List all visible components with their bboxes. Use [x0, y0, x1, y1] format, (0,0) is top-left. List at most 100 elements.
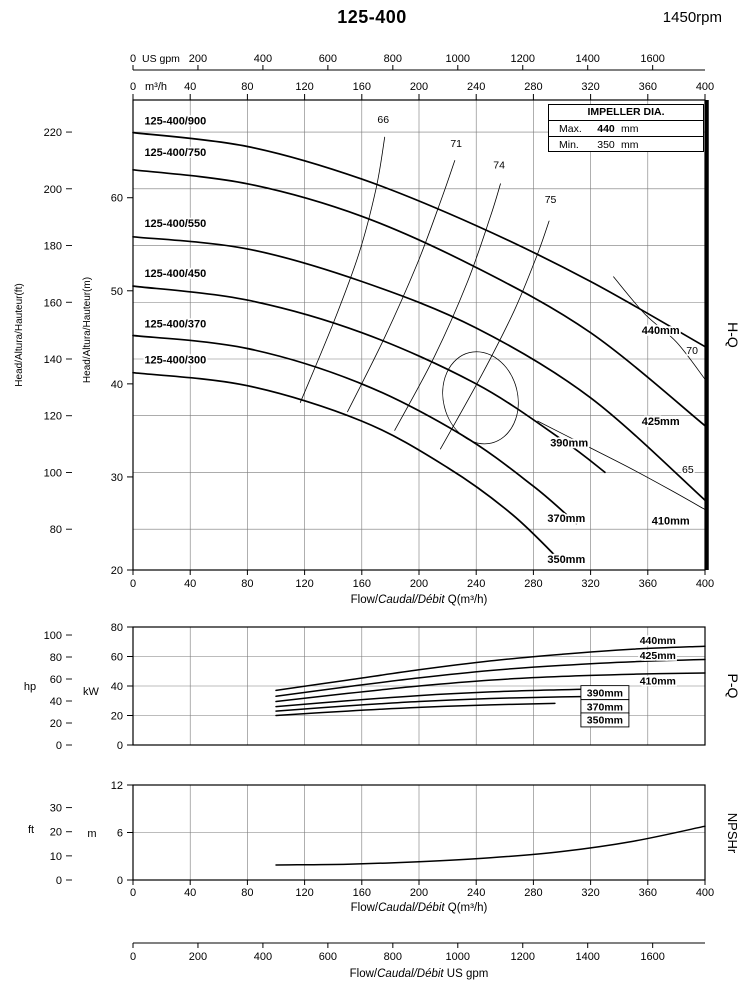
- tick-label: 0: [56, 875, 62, 887]
- pq-diameter-label-410mm: 410mm: [640, 676, 676, 688]
- efficiency-label-65: 65: [682, 464, 694, 476]
- tick-label: 200: [410, 578, 428, 590]
- tick-label: 600: [319, 951, 337, 963]
- tick-label: 30: [50, 803, 62, 815]
- tick-label: 40: [50, 696, 62, 708]
- tick-label: 6: [117, 828, 123, 840]
- tick-label: 360: [639, 81, 657, 93]
- tick-label: 320: [581, 81, 599, 93]
- pq-curves: [275, 645, 706, 717]
- tick-label: 400: [696, 887, 714, 899]
- npsh-curves: [275, 825, 706, 866]
- efficiency-label-71: 71: [450, 138, 462, 150]
- tick-label: 120: [295, 887, 313, 899]
- tick-label: 0: [130, 951, 136, 963]
- efficiency-line-74: [394, 183, 501, 431]
- hq-curve-410mm: [132, 235, 706, 502]
- m3h-unit-label: m³/h: [145, 81, 167, 93]
- tick-label: 280: [524, 887, 542, 899]
- npsh-x-title: Flow/Caudal/Débit Q(m³/h): [351, 902, 488, 914]
- pq-diameter-label-370mm: 370mm: [587, 701, 623, 713]
- tick-label: 180: [44, 241, 62, 253]
- hq-y-ft-title: Head/Altura/Hauteur(ft): [14, 283, 25, 386]
- pq-kw-unit: kW: [83, 686, 100, 698]
- tick-label: 60: [111, 652, 123, 664]
- tick-label: 160: [353, 887, 371, 899]
- tick-label: 80: [241, 887, 253, 899]
- tick-label: 160: [353, 578, 371, 590]
- tick-label: 100: [44, 467, 62, 479]
- diameter-label-390mm: 390mm: [550, 437, 588, 449]
- impeller-min-row: Min. 350 mm: [549, 137, 703, 152]
- tick-label: 40: [184, 578, 196, 590]
- pq-diameter-label-350mm: 350mm: [587, 715, 623, 727]
- hq-labels: 667174757065125-400/900440mm125-400/7504…: [143, 112, 700, 567]
- tick-label: 1000: [446, 951, 470, 963]
- impeller-max-value: 440: [597, 122, 615, 135]
- power-rating-label: 125-400/450: [144, 268, 206, 280]
- power-rating-label: 125-400/550: [144, 218, 206, 230]
- diameter-label-370mm: 370mm: [547, 513, 585, 525]
- pq-curve-440mm: [275, 645, 706, 692]
- tick-label: 120: [295, 578, 313, 590]
- power-rating-label: 125-400/300: [144, 355, 206, 367]
- tick-label: 20: [111, 711, 123, 723]
- pq-curve-390mm: [275, 688, 599, 708]
- tick-label: 100: [44, 630, 62, 642]
- tick-label: 80: [241, 81, 253, 93]
- tick-label: 200: [410, 887, 428, 899]
- power-rating-label: 125-400/750: [144, 147, 206, 159]
- tick-label: 0: [117, 740, 123, 752]
- tick-label: 140: [44, 354, 62, 366]
- tick-label: 1600: [640, 951, 664, 963]
- hq-grid: [133, 100, 705, 570]
- usgpm-unit-label: US gpm: [142, 53, 180, 65]
- tick-label: 80: [241, 578, 253, 590]
- pq-diameter-label-390mm: 390mm: [587, 687, 623, 699]
- tick-label: 50: [111, 286, 123, 298]
- tick-label: 60: [50, 674, 62, 686]
- rpm-label: 1450rpm: [662, 9, 722, 26]
- pq-curve-370mm: [275, 695, 585, 712]
- tick-label: 240: [467, 887, 485, 899]
- tick-label: 320: [581, 887, 599, 899]
- tick-label: 0: [130, 578, 136, 590]
- tick-label: 1600: [640, 53, 664, 65]
- efficiency-loop: [442, 351, 519, 445]
- tick-label: 800: [384, 53, 402, 65]
- npsh-ft-unit: ft: [28, 824, 34, 836]
- impeller-dia-box: IMPELLER DIA. Max. 440 mm Min. 350 mm: [548, 104, 704, 152]
- bottom-gpm-title: Flow/Caudal/Débit US gpm: [350, 968, 489, 980]
- hq-y-m-title: Head/Altura/Hauteur(m): [82, 277, 93, 383]
- hq-x-title: Flow/Caudal/Débit Q(m³/h): [351, 594, 488, 606]
- pq-curve-410mm: [275, 672, 706, 703]
- pq-curve-350mm: [275, 702, 556, 717]
- tick-label: 400: [254, 951, 272, 963]
- efficiency-line-70: [613, 276, 706, 380]
- tick-label: 240: [467, 578, 485, 590]
- hq-curve-425mm: [132, 168, 706, 427]
- npsh-m-unit: m: [87, 828, 96, 840]
- pq-diameter-label-440mm: 440mm: [640, 635, 676, 647]
- tick-label: 120: [44, 411, 62, 423]
- tick-label: 1200: [511, 951, 535, 963]
- tick-label: 360: [639, 578, 657, 590]
- pq-labels: 440mm 425mm 410mm 390mm 370mm 350mm: [580, 633, 678, 728]
- tick-label: 0: [130, 887, 136, 899]
- impeller-max-unit: mm: [621, 122, 639, 135]
- tick-label: 400: [696, 81, 714, 93]
- tick-label: 200: [44, 184, 62, 196]
- tick-label: 320: [581, 578, 599, 590]
- tick-label: 30: [111, 472, 123, 484]
- hq-curve-370mm: [132, 334, 578, 525]
- hq-efficiency-lines: [299, 136, 706, 510]
- power-rating-label: 125-400/370: [144, 318, 206, 330]
- impeller-max-label: Max.: [559, 122, 582, 135]
- tick-label: 40: [184, 887, 196, 899]
- page-title: 125-400: [337, 7, 407, 27]
- efficiency-line-71: [347, 160, 456, 413]
- power-rating-label: 125-400/900: [144, 115, 206, 127]
- hq-curve-440mm: [132, 131, 706, 348]
